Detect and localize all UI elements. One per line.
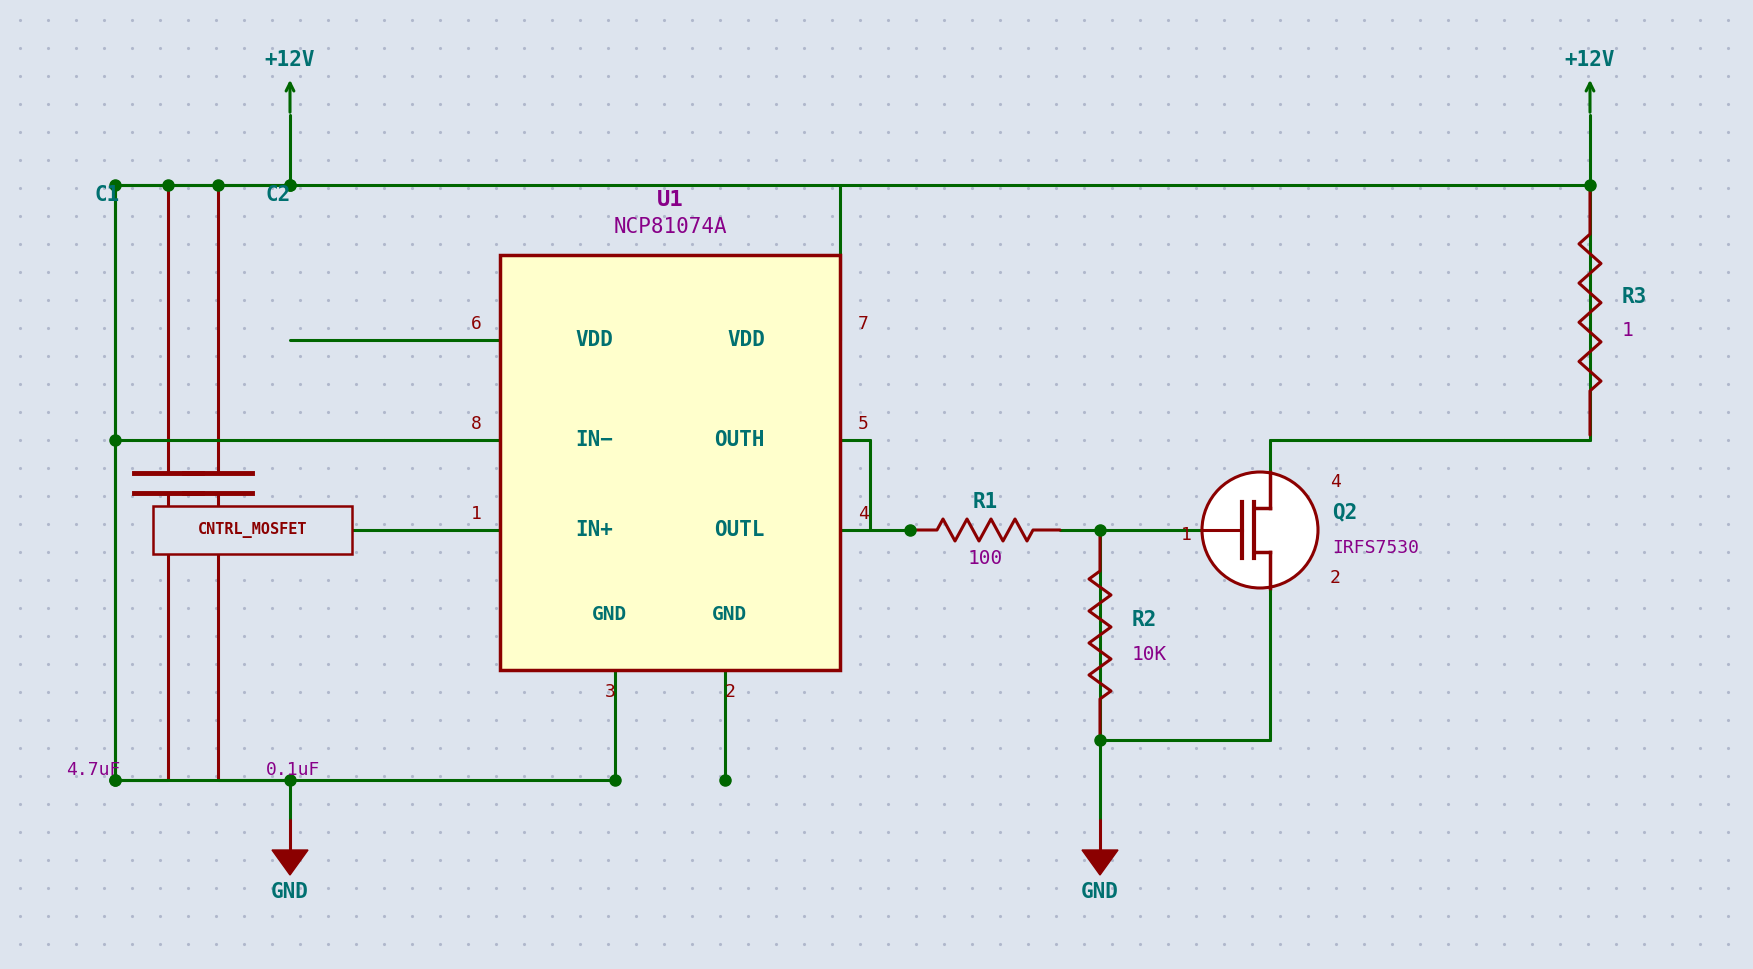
- Text: GND: GND: [593, 606, 628, 624]
- Text: CNTRL_MOSFET: CNTRL_MOSFET: [198, 522, 307, 538]
- Text: 4.7uF: 4.7uF: [65, 761, 119, 779]
- FancyBboxPatch shape: [153, 506, 352, 554]
- Text: 4: 4: [1331, 473, 1341, 491]
- Text: IN−: IN−: [575, 430, 614, 450]
- Text: 100: 100: [968, 548, 1003, 568]
- Text: 1: 1: [1182, 526, 1192, 544]
- Text: R2: R2: [1132, 610, 1157, 630]
- Text: GND: GND: [712, 606, 747, 624]
- Text: +12V: +12V: [1565, 50, 1615, 70]
- Text: IN+: IN+: [575, 520, 614, 540]
- Text: 3: 3: [605, 683, 615, 701]
- Text: 5: 5: [857, 415, 869, 433]
- Text: Q2: Q2: [1332, 502, 1357, 522]
- Text: 2: 2: [724, 683, 736, 701]
- Circle shape: [1203, 472, 1318, 588]
- Text: IRFS7530: IRFS7530: [1332, 539, 1418, 557]
- Bar: [500, 255, 840, 670]
- Text: U1: U1: [657, 190, 684, 210]
- Text: 1: 1: [472, 505, 482, 523]
- Text: +12V: +12V: [265, 50, 316, 70]
- Text: 10K: 10K: [1132, 645, 1167, 665]
- Text: R3: R3: [1622, 287, 1648, 307]
- Text: OUTL: OUTL: [715, 520, 764, 540]
- Text: NCP81074A: NCP81074A: [614, 217, 727, 237]
- Text: 4: 4: [857, 505, 869, 523]
- Text: GND: GND: [1082, 882, 1118, 902]
- Text: C2: C2: [266, 185, 291, 205]
- Text: 0.1uF: 0.1uF: [266, 761, 321, 779]
- Polygon shape: [272, 850, 309, 875]
- Text: 1: 1: [1622, 321, 1634, 339]
- Text: GND: GND: [272, 882, 309, 902]
- Text: 6: 6: [472, 315, 482, 333]
- Text: VDD: VDD: [575, 330, 614, 350]
- Text: 2: 2: [1331, 569, 1341, 587]
- Text: 8: 8: [472, 415, 482, 433]
- Text: C1: C1: [95, 185, 119, 205]
- Polygon shape: [1082, 850, 1118, 875]
- Text: 7: 7: [857, 315, 869, 333]
- Text: R1: R1: [973, 492, 997, 512]
- Text: VDD: VDD: [727, 330, 764, 350]
- Text: OUTH: OUTH: [715, 430, 764, 450]
